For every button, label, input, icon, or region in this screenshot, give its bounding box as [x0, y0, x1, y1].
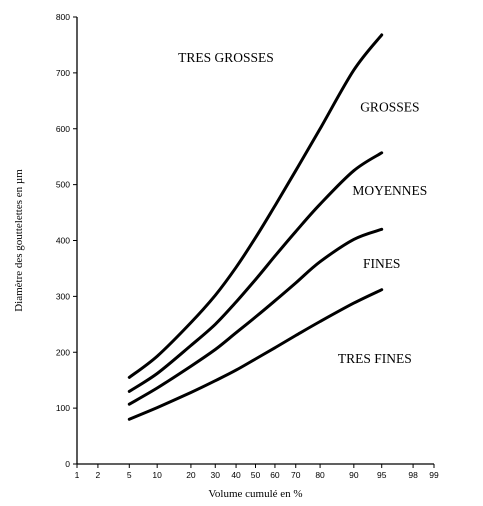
x-tick-label: 40 [231, 470, 241, 480]
x-tick-label: 60 [270, 470, 280, 480]
band-label-3: MOYENNES [352, 183, 427, 198]
x-tick-label: 70 [291, 470, 301, 480]
band-label-4: FINES [363, 256, 401, 271]
axes: 0 100 200 300 400 500 600 700 800 1 2 5 10 20 30 40 50 60… [56, 12, 439, 480]
curve-series-2 [127, 227, 384, 406]
x-tick-label: 1 [75, 470, 80, 480]
band-label-5: TRES FINES [338, 351, 412, 366]
y-tick-label: 700 [56, 68, 70, 78]
y-tick-label: 200 [56, 347, 70, 357]
y-tick-label: 400 [56, 236, 70, 246]
x-tick-label: 50 [251, 470, 261, 480]
y-tick-label: 500 [56, 180, 70, 190]
x-tick-label: 30 [211, 470, 221, 480]
y-tick-label: 300 [56, 291, 70, 301]
band-label-2: GROSSES [360, 99, 419, 114]
x-tick-label: 5 [127, 470, 132, 480]
x-tick-label: 2 [96, 470, 101, 480]
y-tick-label: 800 [56, 12, 70, 22]
y-tick-label: 600 [56, 124, 70, 134]
x-tick-label: 98 [408, 470, 418, 480]
y-tick-label: 100 [56, 403, 70, 413]
x-tick-label: 90 [349, 470, 359, 480]
band-label-1: TRES GROSSES [178, 50, 274, 65]
x-tick-label: 20 [186, 470, 196, 480]
x-tick-label: 10 [152, 470, 162, 480]
x-axis-title: Volume cumulé en % [208, 488, 302, 500]
curve-series-1 [127, 288, 384, 421]
band-labels: TRES GROSSES GROSSES MOYENNES FINES TRES FIN… [178, 50, 427, 366]
curves [127, 33, 384, 421]
x-tick-label: 95 [377, 470, 387, 480]
y-tick-label: 0 [65, 459, 70, 469]
curve-series-3 [127, 151, 384, 393]
x-tick-label: 99 [429, 470, 439, 480]
curve-series-4 [127, 33, 384, 379]
x-tick-label: 80 [315, 470, 325, 480]
y-axis-title: Diamètre des gouttelettes en µm [13, 169, 25, 312]
